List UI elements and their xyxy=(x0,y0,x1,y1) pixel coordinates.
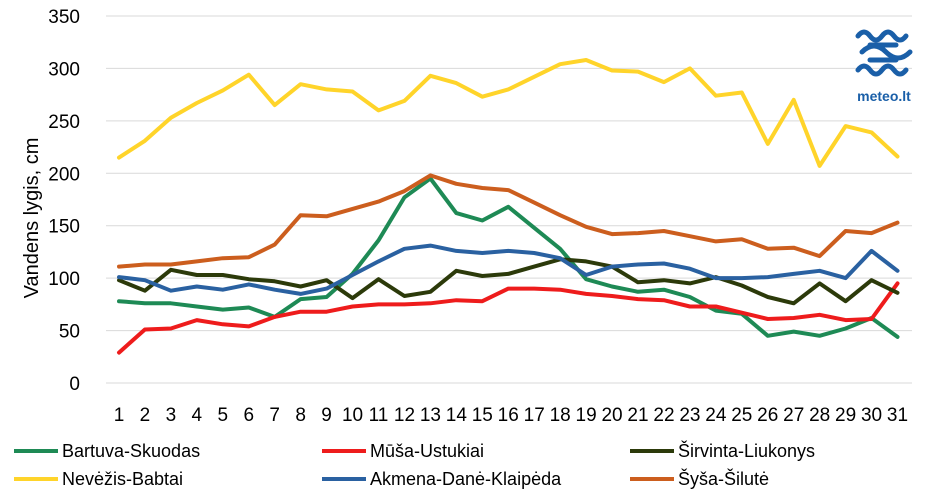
x-tick-label: 10 xyxy=(342,405,363,426)
series-line xyxy=(117,281,900,355)
x-tick-label: 25 xyxy=(731,405,752,426)
legend-label: Mūša-Ustukiai xyxy=(370,441,484,461)
legend-label: Širvinta-Liukonys xyxy=(678,440,815,461)
series-2 xyxy=(117,257,900,306)
series-4 xyxy=(117,243,900,296)
legend-label: Bartuva-Skuodas xyxy=(62,441,200,461)
legend-item: Bartuva-Skuodas xyxy=(14,441,200,461)
y-tick-label: 150 xyxy=(48,217,80,238)
x-tick-label: 31 xyxy=(887,405,908,426)
legend: Bartuva-Skuodas Mūša-Ustukiai Širvinta-Liu… xyxy=(14,440,815,489)
logo-text: meteo.lt xyxy=(857,88,911,104)
x-tick-label: 15 xyxy=(472,405,493,426)
x-tick-label: 24 xyxy=(705,405,727,426)
x-tick-label: 9 xyxy=(321,405,332,426)
x-tick-label: 29 xyxy=(835,405,856,426)
x-tick-label: 30 xyxy=(861,405,882,426)
x-tick-label: 14 xyxy=(446,405,468,426)
x-tick-label: 26 xyxy=(757,405,778,426)
x-tick-label: 21 xyxy=(627,405,648,426)
y-tick-label: 300 xyxy=(48,59,80,80)
grid xyxy=(106,15,912,384)
x-tick-label: 1 xyxy=(114,405,125,426)
x-tick-label: 17 xyxy=(524,405,545,426)
x-tick-label: 6 xyxy=(243,405,254,426)
x-tick-label: 19 xyxy=(576,405,597,426)
series-0 xyxy=(117,176,900,339)
legend-item: Mūša-Ustukiai xyxy=(322,441,484,461)
x-tick-label: 13 xyxy=(420,405,441,426)
y-tick-label: 50 xyxy=(59,322,80,343)
series-line xyxy=(117,176,900,339)
y-tick-label: 0 xyxy=(69,374,80,395)
x-tick-label: 11 xyxy=(369,405,389,426)
y-tick-label: 200 xyxy=(48,164,80,185)
series-3 xyxy=(117,58,900,168)
series-1 xyxy=(117,281,900,355)
legend-item: Šyša-Šilutė xyxy=(630,468,769,489)
legend-label: Akmena-Danė-Klaipėda xyxy=(370,469,562,489)
y-tick-label: 100 xyxy=(48,269,80,290)
legend-item: Akmena-Danė-Klaipėda xyxy=(322,469,562,489)
x-tick-label: 23 xyxy=(679,405,700,426)
x-tick-label: 28 xyxy=(809,405,830,426)
x-tick-label: 7 xyxy=(269,405,280,426)
series-lines xyxy=(117,58,900,355)
x-tick-label: 16 xyxy=(498,405,519,426)
x-tick-label: 5 xyxy=(218,405,229,426)
x-tick-label: 18 xyxy=(550,405,571,426)
x-tick-label: 3 xyxy=(166,405,177,426)
legend-item: Širvinta-Liukonys xyxy=(630,440,815,461)
x-tick-label: 12 xyxy=(394,405,415,426)
x-tick-label: 22 xyxy=(653,405,674,426)
x-tick-label: 27 xyxy=(783,405,804,426)
y-tick-labels: 0 50 100 150 200 250 300 350 xyxy=(48,7,80,395)
meteo-logo: meteo.lt xyxy=(855,29,913,104)
legend-item: Nevėžis-Babtai xyxy=(14,469,183,489)
legend-label: Nevėžis-Babtai xyxy=(62,469,183,489)
series-5 xyxy=(117,173,900,269)
series-line xyxy=(117,173,900,269)
series-line xyxy=(117,257,900,306)
x-tick-label: 20 xyxy=(601,405,622,426)
x-tick-labels: 1 2 3 4 5 6 7 8 9 10 11 12 13 14 15 16 17 18 19 20 21 22 23 24 2… xyxy=(114,405,908,426)
y-axis-label: Vandens lygis, cm xyxy=(21,138,43,299)
meteo-logo-icon xyxy=(855,29,913,77)
legend-label: Šyša-Šilutė xyxy=(678,468,769,489)
series-line xyxy=(117,243,900,296)
y-tick-label: 250 xyxy=(48,112,80,133)
y-tick-label: 350 xyxy=(48,7,80,28)
x-tick-label: 4 xyxy=(192,405,203,426)
x-tick-label: 8 xyxy=(295,405,306,426)
series-line xyxy=(117,58,900,168)
x-tick-label: 2 xyxy=(140,405,151,426)
